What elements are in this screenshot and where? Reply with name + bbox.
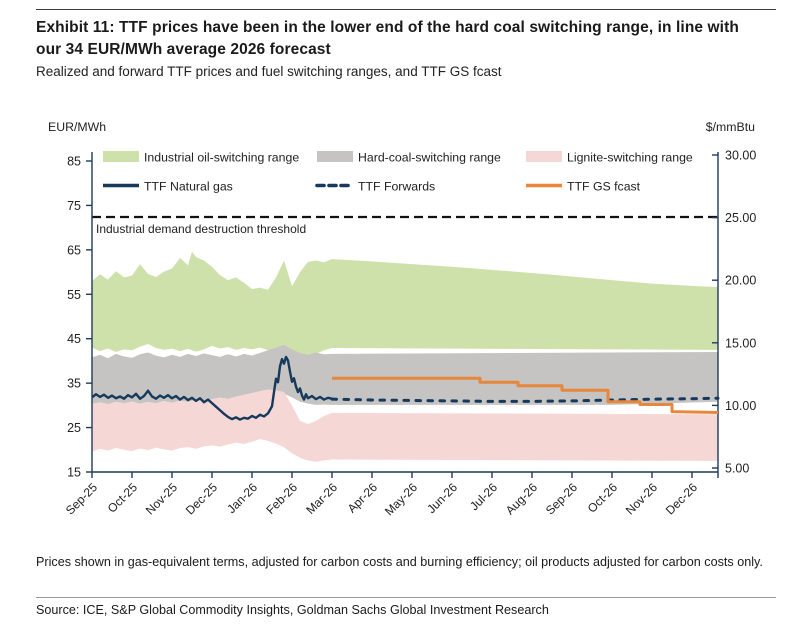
chart: Industrial demand destruction threshold 8… <box>48 120 756 518</box>
exhibit-subtitle: Realized and forward TTF prices and fuel… <box>36 64 502 79</box>
band-lignite-switching-range <box>92 389 718 462</box>
exhibit-title-line1: Exhibit 11: TTF prices have been in the … <box>36 19 739 36</box>
x-tick-label: Dec-25 <box>183 480 220 517</box>
x-tick-label: May-26 <box>382 480 420 518</box>
legend-label-hard-coal-switching-range: Hard-coal-switching range <box>358 151 501 165</box>
legend-label-ttf-gs-fcast: TTF GS fcast <box>567 180 641 194</box>
right-tick-label: 25.00 <box>725 211 756 225</box>
series-ttf-gs-fcast <box>332 376 719 414</box>
x-tick-label: Nov-26 <box>623 480 660 517</box>
x-tick-label: Nov-25 <box>143 480 180 517</box>
footnote: Prices shown in gas-equivalent terms, ad… <box>36 555 763 569</box>
left-tick-label: 65 <box>67 243 81 257</box>
legend-label-lignite-switching-range: Lignite-switching range <box>567 151 693 165</box>
right-tick-label: 15.00 <box>725 336 756 350</box>
exhibit-title: Exhibit 11: TTF prices have been in the … <box>36 17 792 61</box>
x-tick-label: Dec-26 <box>663 480 700 517</box>
left-tick-label: 25 <box>67 421 81 435</box>
left-tick-label: 55 <box>67 288 81 302</box>
left-tick-label: 85 <box>67 155 81 169</box>
left-tick-label: 15 <box>67 466 81 480</box>
left-tick-label: 45 <box>67 332 81 346</box>
right-axis-unit-label: $/mmBtu <box>706 120 755 134</box>
left-tick-label: 75 <box>67 199 81 213</box>
x-tick-label: Feb-26 <box>263 480 300 517</box>
series-ttf-natural-gas <box>91 355 333 421</box>
legend-label-ttf-forwards: TTF Forwards <box>358 180 435 194</box>
right-tick-label: 10.00 <box>725 399 756 413</box>
top-rule <box>36 9 776 10</box>
right-tick-label: 30.00 <box>725 149 756 163</box>
chart-area: Industrial demand destruction threshold 8… <box>0 105 812 550</box>
legend-swatch-industrial-oil-switching-range <box>103 151 139 162</box>
x-tick-label: Jan-26 <box>224 480 260 516</box>
x-tick-label: Jun-26 <box>424 480 460 516</box>
x-tick-label: Aug-26 <box>503 480 540 517</box>
legend-label-industrial-oil-switching-range: Industrial oil-switching range <box>144 151 299 165</box>
footer-rule <box>36 597 776 598</box>
exhibit-title-line2: our 34 EUR/MWh average 2026 forecast <box>36 41 331 58</box>
right-tick-label: 5.00 <box>725 462 749 476</box>
x-tick-label: Mar-26 <box>303 480 340 517</box>
x-tick-label: Sep-25 <box>63 480 100 517</box>
left-tick-label: 35 <box>67 377 81 391</box>
x-tick-label: Jul-26 <box>467 480 500 513</box>
threshold-label: Industrial demand destruction threshold <box>96 222 306 236</box>
x-tick-label: Oct-25 <box>105 480 141 516</box>
left-axis-unit-label: EUR/MWh <box>48 120 106 134</box>
x-tick-label: Oct-26 <box>585 480 621 516</box>
band-industrial-oil-switching-range <box>92 251 718 363</box>
legend-label-ttf-natural-gas: TTF Natural gas <box>144 180 233 194</box>
x-tick-label: Sep-26 <box>543 480 580 517</box>
legend-swatch-lignite-switching-range <box>526 151 562 162</box>
legend-swatch-hard-coal-switching-range <box>317 151 353 162</box>
source-line: Source: ICE, S&P Global Commodity Insigh… <box>36 603 549 617</box>
x-tick-label: Apr-26 <box>345 480 381 516</box>
series-ttf-forwards <box>330 396 720 403</box>
right-tick-label: 20.00 <box>725 274 756 288</box>
